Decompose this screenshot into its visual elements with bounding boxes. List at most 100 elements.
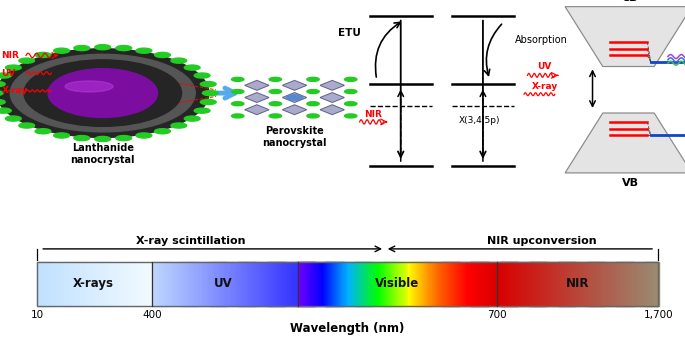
Circle shape: [269, 102, 282, 106]
Bar: [159, 262, 161, 306]
Bar: [393, 262, 394, 306]
Bar: [571, 262, 572, 306]
Bar: [82, 262, 84, 306]
Bar: [615, 262, 616, 306]
Bar: [508, 262, 510, 306]
Bar: [203, 262, 204, 306]
Bar: [123, 262, 125, 306]
Bar: [165, 262, 167, 306]
Bar: [276, 262, 278, 306]
Bar: [622, 262, 624, 306]
Bar: [356, 262, 358, 306]
Text: 400: 400: [142, 310, 162, 320]
Bar: [645, 262, 647, 306]
Bar: [250, 262, 252, 306]
Bar: [182, 262, 184, 306]
Circle shape: [5, 116, 21, 121]
Bar: [254, 262, 256, 306]
Bar: [385, 262, 386, 306]
Bar: [466, 262, 469, 306]
Bar: [84, 262, 85, 306]
Bar: [340, 262, 342, 306]
Bar: [577, 262, 580, 306]
Bar: [573, 262, 574, 306]
Bar: [401, 262, 403, 306]
Bar: [469, 262, 471, 306]
Bar: [260, 262, 261, 306]
Bar: [473, 262, 475, 306]
Bar: [462, 262, 463, 306]
Circle shape: [307, 102, 319, 106]
Bar: [468, 262, 469, 306]
Bar: [343, 262, 345, 306]
Bar: [292, 262, 295, 306]
Bar: [308, 262, 309, 306]
Bar: [413, 262, 414, 306]
Bar: [592, 262, 594, 306]
Circle shape: [116, 135, 132, 140]
Bar: [308, 262, 310, 306]
Bar: [187, 262, 189, 306]
Bar: [108, 262, 110, 306]
Bar: [295, 262, 297, 306]
Text: X-ray: X-ray: [532, 82, 558, 91]
Bar: [51, 262, 52, 306]
Bar: [482, 262, 484, 306]
Bar: [153, 262, 155, 306]
Bar: [316, 262, 317, 306]
Bar: [197, 262, 199, 306]
Bar: [58, 262, 60, 306]
Bar: [334, 262, 336, 306]
Bar: [442, 262, 444, 306]
Bar: [94, 262, 96, 306]
Bar: [248, 262, 250, 306]
Text: Perovskite
nanocrystal: Perovskite nanocrystal: [262, 126, 327, 148]
Bar: [240, 262, 242, 306]
Bar: [193, 262, 195, 306]
Bar: [369, 262, 370, 306]
Circle shape: [171, 123, 187, 128]
Text: UV: UV: [214, 277, 233, 290]
Bar: [464, 262, 465, 306]
Text: 10: 10: [30, 310, 44, 320]
Bar: [227, 262, 228, 306]
Bar: [126, 262, 127, 306]
Text: NIR: NIR: [566, 277, 589, 290]
Circle shape: [232, 102, 244, 106]
Bar: [173, 262, 174, 306]
Bar: [360, 262, 362, 306]
Bar: [486, 262, 488, 306]
Bar: [73, 262, 75, 306]
Bar: [70, 262, 72, 306]
Bar: [130, 262, 132, 306]
Bar: [323, 262, 325, 306]
Bar: [171, 262, 172, 306]
Bar: [612, 262, 613, 306]
Bar: [636, 262, 638, 306]
Bar: [369, 262, 371, 306]
Circle shape: [0, 73, 11, 78]
Bar: [405, 262, 406, 306]
Bar: [594, 262, 596, 306]
Bar: [195, 262, 196, 306]
Bar: [134, 262, 135, 306]
Circle shape: [5, 65, 21, 70]
Bar: [273, 262, 275, 306]
Bar: [243, 262, 245, 306]
Bar: [206, 262, 208, 306]
Bar: [161, 262, 163, 306]
Bar: [589, 262, 590, 306]
Bar: [379, 262, 380, 306]
Bar: [105, 262, 107, 306]
Bar: [608, 262, 610, 306]
Bar: [231, 262, 232, 306]
Bar: [212, 262, 214, 306]
Bar: [190, 262, 192, 306]
Bar: [506, 262, 508, 306]
Bar: [634, 262, 636, 306]
Bar: [358, 262, 360, 306]
Bar: [185, 262, 187, 306]
Bar: [535, 262, 537, 306]
Bar: [306, 262, 307, 306]
Bar: [526, 262, 527, 306]
